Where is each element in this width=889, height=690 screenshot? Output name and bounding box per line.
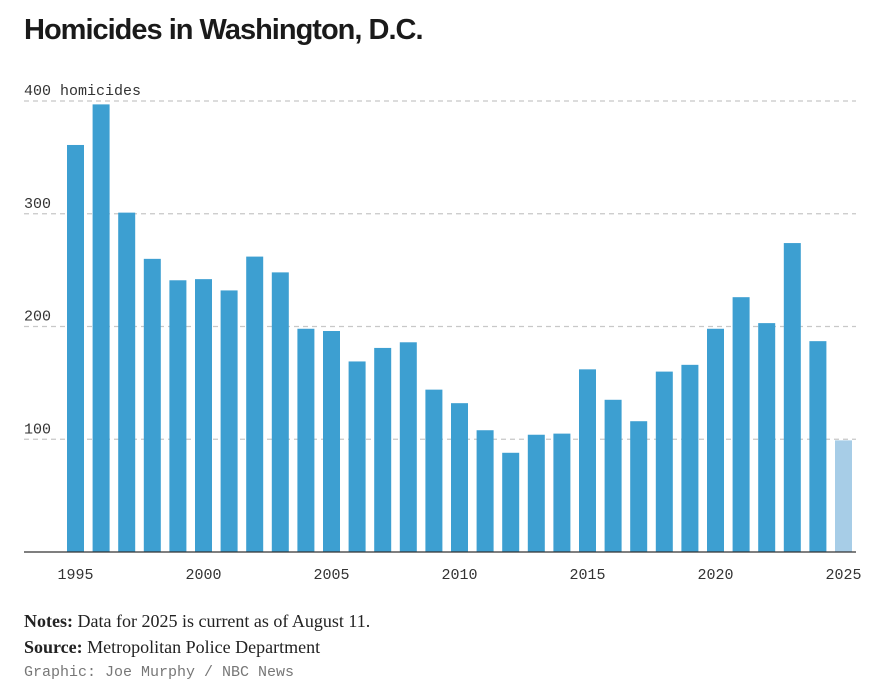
bar-2004 [297, 328, 315, 552]
bar-2011 [476, 430, 494, 552]
y-tick-label-200: 200 [24, 309, 51, 326]
graphic-credit: Graphic: Joe Murphy / NBC News [24, 664, 295, 681]
notes-line: Notes: Data for 2025 is current as of Au… [24, 611, 370, 632]
bar-1997 [118, 212, 136, 552]
bar-2000 [195, 279, 212, 552]
bar-2014 [553, 433, 571, 552]
bar-2017 [630, 421, 648, 552]
bar-2021 [732, 297, 750, 552]
x-tick-label-2010: 2010 [441, 567, 477, 584]
bar-2008 [399, 342, 417, 552]
y-axis-ticks: 100 200 300 400 homicides [24, 83, 141, 438]
x-tick-label-2000: 2000 [185, 567, 221, 584]
bar-2013 [527, 434, 545, 552]
x-tick-label-2025: 2025 [825, 567, 861, 584]
bar-2015 [579, 369, 596, 552]
bar-2001 [220, 290, 238, 552]
bar-2005 [323, 331, 340, 552]
bar-2020 [707, 328, 724, 552]
bar-2024 [809, 341, 827, 552]
notes-text: Data for 2025 is current as of August 11… [77, 611, 371, 631]
bar-2018 [655, 371, 673, 552]
bar-1996 [92, 104, 110, 552]
bar-2003 [271, 272, 289, 552]
bar-2019 [681, 364, 699, 552]
bar-2002 [246, 256, 264, 552]
bar-2023 [783, 243, 801, 552]
chart-title: Homicides in Washington, D.C. [24, 14, 423, 46]
bar-2007 [374, 347, 392, 552]
x-axis-ticks: 1995 2000 2005 2010 2015 2020 2025 [57, 567, 861, 584]
y-tick-label-300: 300 [24, 196, 51, 213]
bar-2022 [758, 323, 776, 552]
source-label: Source: [24, 637, 83, 657]
bar-2006 [348, 361, 366, 552]
bar-2009 [425, 389, 443, 552]
source-text: Metropolitan Police Department [87, 637, 321, 657]
x-tick-label-2015: 2015 [569, 567, 605, 584]
bar-1995 [67, 144, 84, 552]
x-tick-label-1995: 1995 [57, 567, 93, 584]
bar-2010 [451, 403, 468, 552]
bars [67, 104, 852, 552]
y-tick-label-100: 100 [24, 421, 51, 438]
x-tick-label-2020: 2020 [697, 567, 733, 584]
bar-1999 [169, 280, 187, 552]
bar-1998 [143, 258, 161, 552]
bar-2012 [502, 452, 520, 552]
bar-2025 [835, 440, 852, 552]
bar-2016 [604, 399, 622, 552]
notes-label: Notes: [24, 611, 73, 631]
x-tick-label-2005: 2005 [313, 567, 349, 584]
y-tick-label-400: 400 homicides [24, 83, 141, 100]
bar-chart: 100 200 300 400 homicides 1995 2000 2005 2010 2… [24, 83, 862, 584]
source-line: Source: Metropolitan Police Department [24, 637, 320, 658]
